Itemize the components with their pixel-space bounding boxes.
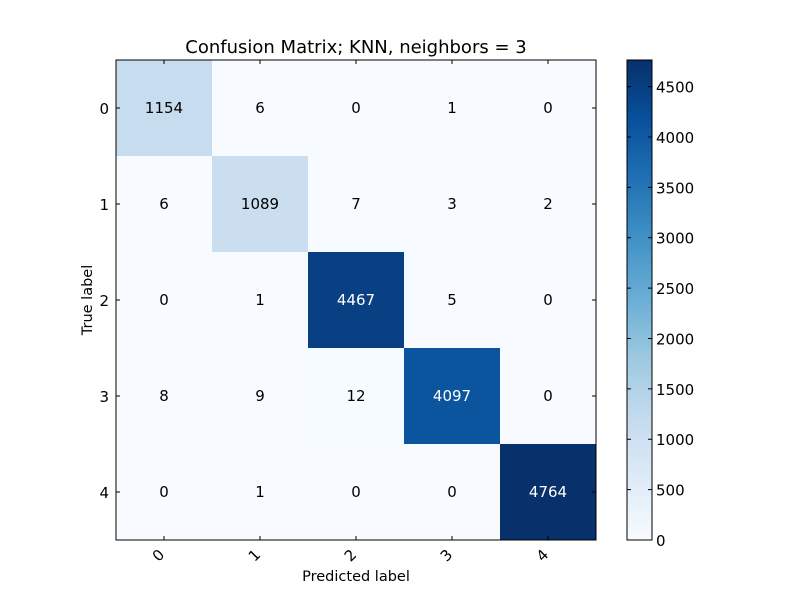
cell-value-label: 8 [159,387,169,405]
colorbar-tick-label: 0 [656,532,666,550]
cell-value-label: 0 [159,483,169,501]
colorbar [626,59,653,541]
heatmap-cell [212,156,308,252]
cell-value-label: 6 [255,99,265,117]
y-tick-label: 2 [99,292,109,310]
cell-value-label: 7 [351,195,361,213]
heatmap-cell [212,252,308,348]
heatmap-cell [308,252,404,348]
colorbar-tick-label: 3000 [656,230,694,248]
heatmap-cell [404,348,500,444]
heatmap-cell [500,60,596,156]
heatmap-cell [116,60,212,156]
x-tick-label: 3 [437,546,456,565]
x-tick-label: 2 [341,546,360,565]
colorbar-tick-label: 3500 [656,179,694,197]
heatmap-cell [308,60,404,156]
heatmap-cell [404,60,500,156]
x-tick-label: 1 [245,546,264,565]
heatmap-cell [404,156,500,252]
x-axis-label: Predicted label [302,569,410,585]
heatmap-cell [212,60,308,156]
heatmap-cell [500,348,596,444]
colorbar-tick-label: 500 [656,482,685,500]
cell-value-label: 1089 [241,195,279,213]
heatmap-cell [116,156,212,252]
cell-value-label: 1 [255,291,265,309]
cell-value-label: 4764 [529,483,567,501]
heatmap-cell [500,444,596,540]
heatmap-cell [116,252,212,348]
cell-value-label: 1154 [145,99,183,117]
y-tick-label: 0 [99,100,109,118]
colorbar-tick-label: 1500 [656,381,694,399]
colorbar-tick-label: 1000 [656,431,694,449]
colorbar-tick-label: 4000 [656,129,694,147]
cell-value-label: 2 [543,195,553,213]
y-tick-label: 1 [99,196,109,214]
cell-value-label: 3 [447,195,457,213]
x-tick-label: 0 [149,546,168,565]
heatmap-cell [116,348,212,444]
heatmap-cell [116,444,212,540]
cell-value-label: 4467 [337,291,375,309]
cell-value-label: 0 [351,99,361,117]
cell-value-label: 6 [159,195,169,213]
cell-value-label: 0 [159,291,169,309]
heatmap-cell [212,348,308,444]
y-tick-label: 4 [99,484,109,502]
cell-value-label: 0 [351,483,361,501]
x-tick-label: 4 [533,546,552,565]
chart-title: Confusion Matrix; KNN, neighbors = 3 [185,37,526,58]
heatmap-cell [404,252,500,348]
heatmap-cell [212,444,308,540]
y-tick-label: 3 [99,388,109,406]
cell-value-label: 1 [447,99,457,117]
cell-value-label: 0 [543,291,553,309]
colorbar-tick-label: 2500 [656,280,694,298]
cell-value-label: 0 [447,483,457,501]
cell-value-label: 5 [447,291,457,309]
heatmap-cell [308,348,404,444]
heatmap-cell [308,444,404,540]
cell-value-label: 0 [543,387,553,405]
heatmap-cell [500,252,596,348]
cell-value-label: 0 [543,99,553,117]
cell-value-label: 4097 [433,387,471,405]
cell-value-label: 12 [346,387,365,405]
heatmap-cell [308,156,404,252]
colorbar-tick-label: 4500 [656,79,694,97]
heatmap-cell [500,156,596,252]
cell-value-label: 1 [255,483,265,501]
cell-value-label: 9 [255,387,265,405]
colorbar-tick-label: 2000 [656,330,694,348]
heatmap-cell [404,444,500,540]
y-axis-label: True label [80,265,96,336]
